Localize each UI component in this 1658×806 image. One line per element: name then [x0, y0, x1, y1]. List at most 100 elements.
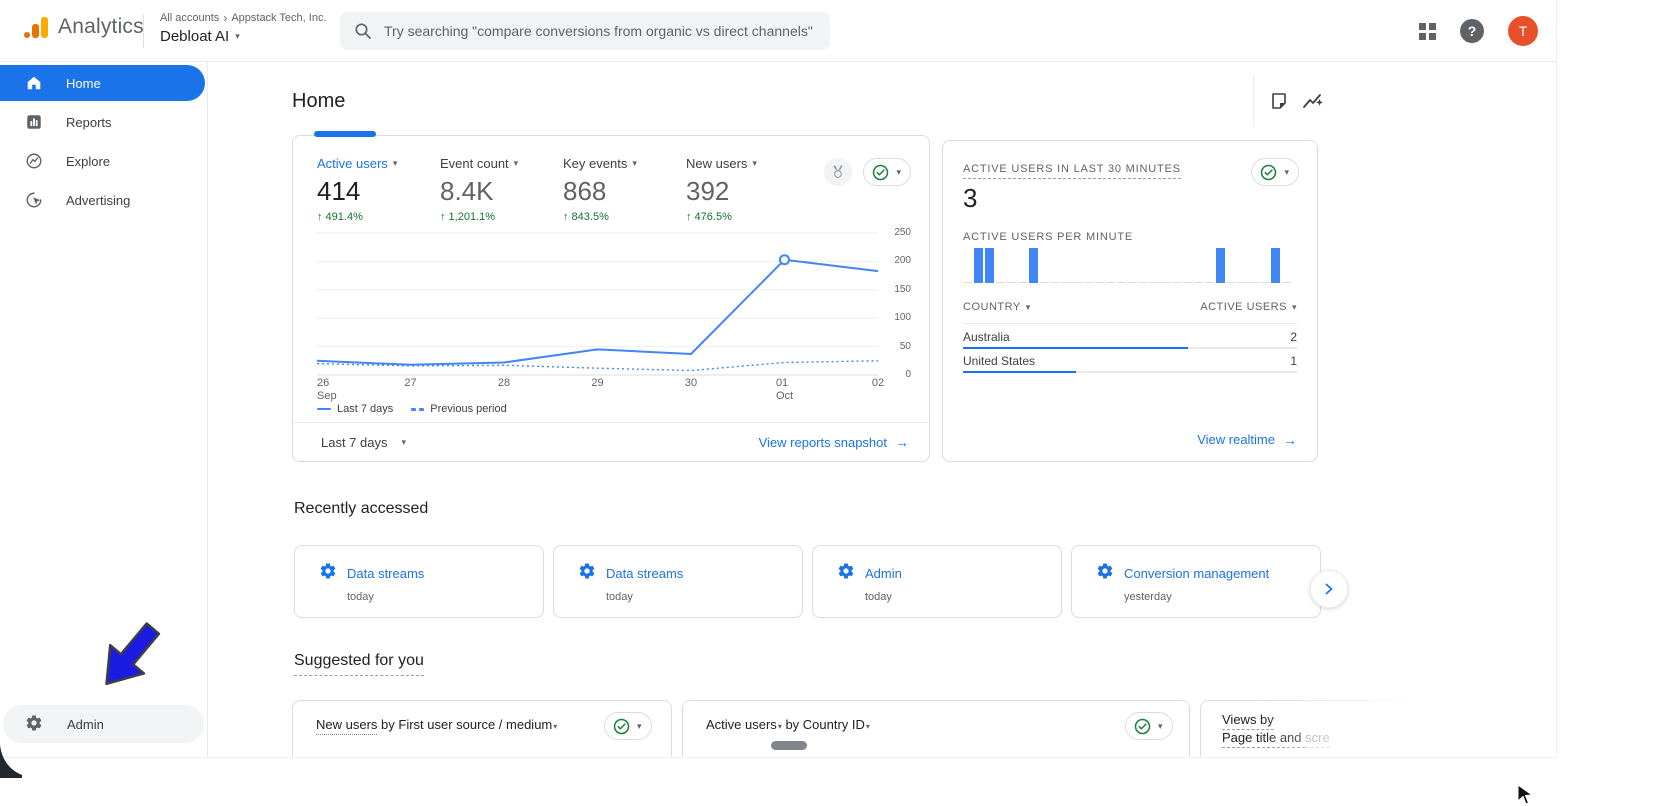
suggested-card-active-users[interactable] [682, 700, 1190, 757]
property-name: Debloat AI [160, 28, 230, 45]
y-tick-label: 0 [905, 369, 911, 380]
metric-label[interactable]: Event count ▾ [440, 156, 519, 171]
metric-selector-active-users[interactable]: Active users ▾ 414 ↑ 491.4% [317, 156, 440, 223]
search-input[interactable] [382, 22, 816, 40]
recent-card-conversion-management[interactable]: Conversion management yesterday [1071, 545, 1321, 618]
x-tick-label: 02 [871, 377, 885, 389]
data-quality-dropdown[interactable]: ▾ [863, 158, 911, 186]
gear-icon [578, 562, 596, 585]
metric-term[interactable]: New users [316, 717, 378, 735]
metric-selector-key-events[interactable]: Key events ▾ 868 ↑ 843.5% [563, 156, 686, 223]
minute-slot [1249, 248, 1260, 283]
minute-slot [1095, 248, 1106, 283]
logo-bar-mid [32, 24, 39, 38]
data-quality-dropdown[interactable]: ▾ [604, 712, 652, 740]
arrow-right-icon: → [895, 434, 909, 450]
avatar-initial: T [1518, 23, 1528, 39]
recent-card-data-streams[interactable]: Data streams today [553, 545, 803, 618]
recent-card-data-streams[interactable]: Data streams today [294, 545, 544, 618]
sidebar-item-admin[interactable]: Admin [3, 705, 204, 743]
insights-icon[interactable] [1300, 88, 1326, 114]
minute-bar [985, 248, 994, 283]
breadcrumb-org[interactable]: Appstack Tech, Inc. [231, 12, 327, 24]
minute-baseline [1183, 282, 1192, 283]
breadcrumb-separator: › [223, 11, 228, 25]
apps-grid-icon[interactable] [1419, 22, 1436, 40]
sidebar-item-explore[interactable]: Explore [0, 143, 205, 179]
arrow-right-icon: → [1283, 431, 1297, 448]
chevron-down-icon: ▾ [1025, 301, 1031, 312]
y-tick-label: 100 [894, 312, 911, 324]
add-note-icon[interactable] [1266, 88, 1292, 114]
per-minute-bar-chart [963, 248, 1293, 283]
suggested-card-title: Active users▾ by Country ID▾ [706, 717, 870, 732]
search-bar[interactable] [340, 12, 830, 50]
minute-baseline [1161, 282, 1170, 283]
chevron-down-icon: ▾ [553, 722, 558, 731]
view-reports-snapshot-link[interactable]: View reports snapshot → [759, 435, 909, 450]
minute-baseline [1194, 282, 1203, 283]
data-quality-dropdown[interactable]: ▾ [1125, 712, 1173, 740]
recent-card-label: Data streams [347, 566, 425, 581]
y-tick-label: 50 [899, 340, 911, 352]
metric-label[interactable]: New users ▾ [686, 156, 757, 171]
x-tick-label: 26 Sep [317, 377, 337, 402]
account-switcher[interactable]: All accounts › Appstack Tech, Inc. Deblo… [160, 11, 327, 45]
view-realtime-link[interactable]: View realtime → [1197, 432, 1297, 447]
link-label: View realtime [1197, 432, 1275, 447]
minute-slot [1260, 248, 1271, 283]
loading-pill [771, 741, 807, 750]
minute-baseline [1172, 282, 1181, 283]
sidebar-item-reports[interactable]: Reports [0, 104, 205, 140]
sidebar-item-label: Reports [66, 114, 112, 130]
analytics-logo[interactable]: Analytics [24, 15, 144, 39]
minute-slot [1282, 248, 1293, 283]
x-tick-label: 01 Oct [775, 377, 794, 402]
overview-card: Active users ▾ 414 ↑ 491.4% Event count ▾ 8.4K… [292, 135, 930, 462]
solid-line-swatch [317, 408, 331, 410]
breadcrumb: All accounts › Appstack Tech, Inc. [160, 11, 327, 25]
minute-slot [996, 248, 1007, 283]
help-icon[interactable]: ? [1460, 19, 1484, 43]
chevron-down-icon: ▾ [865, 722, 870, 731]
search-icon [355, 23, 371, 39]
minute-baseline [1249, 282, 1258, 283]
gear-icon [1096, 562, 1114, 585]
chevron-down-icon: ▾ [777, 722, 782, 731]
logo-dot [24, 32, 30, 38]
recent-card-admin[interactable]: Admin today [812, 545, 1062, 618]
benchmarking-medal-icon[interactable] [824, 158, 852, 186]
recent-card-label: Data streams [606, 566, 684, 581]
analytics-logo-icon [24, 16, 48, 38]
metric-label[interactable]: Active users ▾ [317, 156, 398, 171]
scroll-right-button[interactable] [1310, 570, 1348, 608]
x-tick-label: 30 [684, 377, 698, 389]
active-users-column-sort[interactable]: ACTIVE USERS ▾ [1200, 301, 1297, 313]
sidebar-item-label: Explore [66, 153, 111, 169]
metric-selector-event-count[interactable]: Event count ▾ 8.4K ↑ 1,201.1% [440, 156, 563, 223]
suggested-card-title-line2: Page title and scre [1222, 730, 1330, 748]
overview-card-footer: Last 7 days ▾ View reports snapshot → [293, 422, 929, 461]
sidebar-item-label: Admin [67, 716, 104, 732]
recent-card-time: today [347, 591, 374, 603]
recent-card-label: Conversion management [1124, 566, 1270, 581]
x-tick-label: 28 [497, 377, 511, 389]
minute-slot [985, 248, 996, 283]
breadcrumb-all-accounts[interactable]: All accounts [160, 12, 220, 24]
minute-slot [1084, 248, 1095, 283]
realtime-title: ACTIVE USERS IN LAST 30 MINUTES [963, 163, 1181, 179]
avatar[interactable]: T [1508, 16, 1538, 46]
date-range-selector[interactable]: Last 7 days ▾ [321, 435, 406, 450]
sidebar-item-advertising[interactable]: Advertising [0, 182, 205, 218]
country-column-sort[interactable]: COUNTRY ▾ [963, 301, 1031, 313]
data-quality-dropdown[interactable]: ▾ [1251, 158, 1299, 186]
metric-selector-new-users[interactable]: New users ▾ 392 ↑ 476.5% [686, 156, 809, 223]
divider [963, 323, 1297, 324]
minute-slot [1073, 248, 1084, 283]
check-circle-icon [1261, 164, 1277, 180]
sidebar-item-home[interactable]: Home [0, 65, 205, 101]
active-users-count: 3 [963, 183, 978, 213]
property-selector[interactable]: Debloat AI ▾ [160, 28, 327, 45]
metric-label[interactable]: Key events ▾ [563, 156, 637, 171]
